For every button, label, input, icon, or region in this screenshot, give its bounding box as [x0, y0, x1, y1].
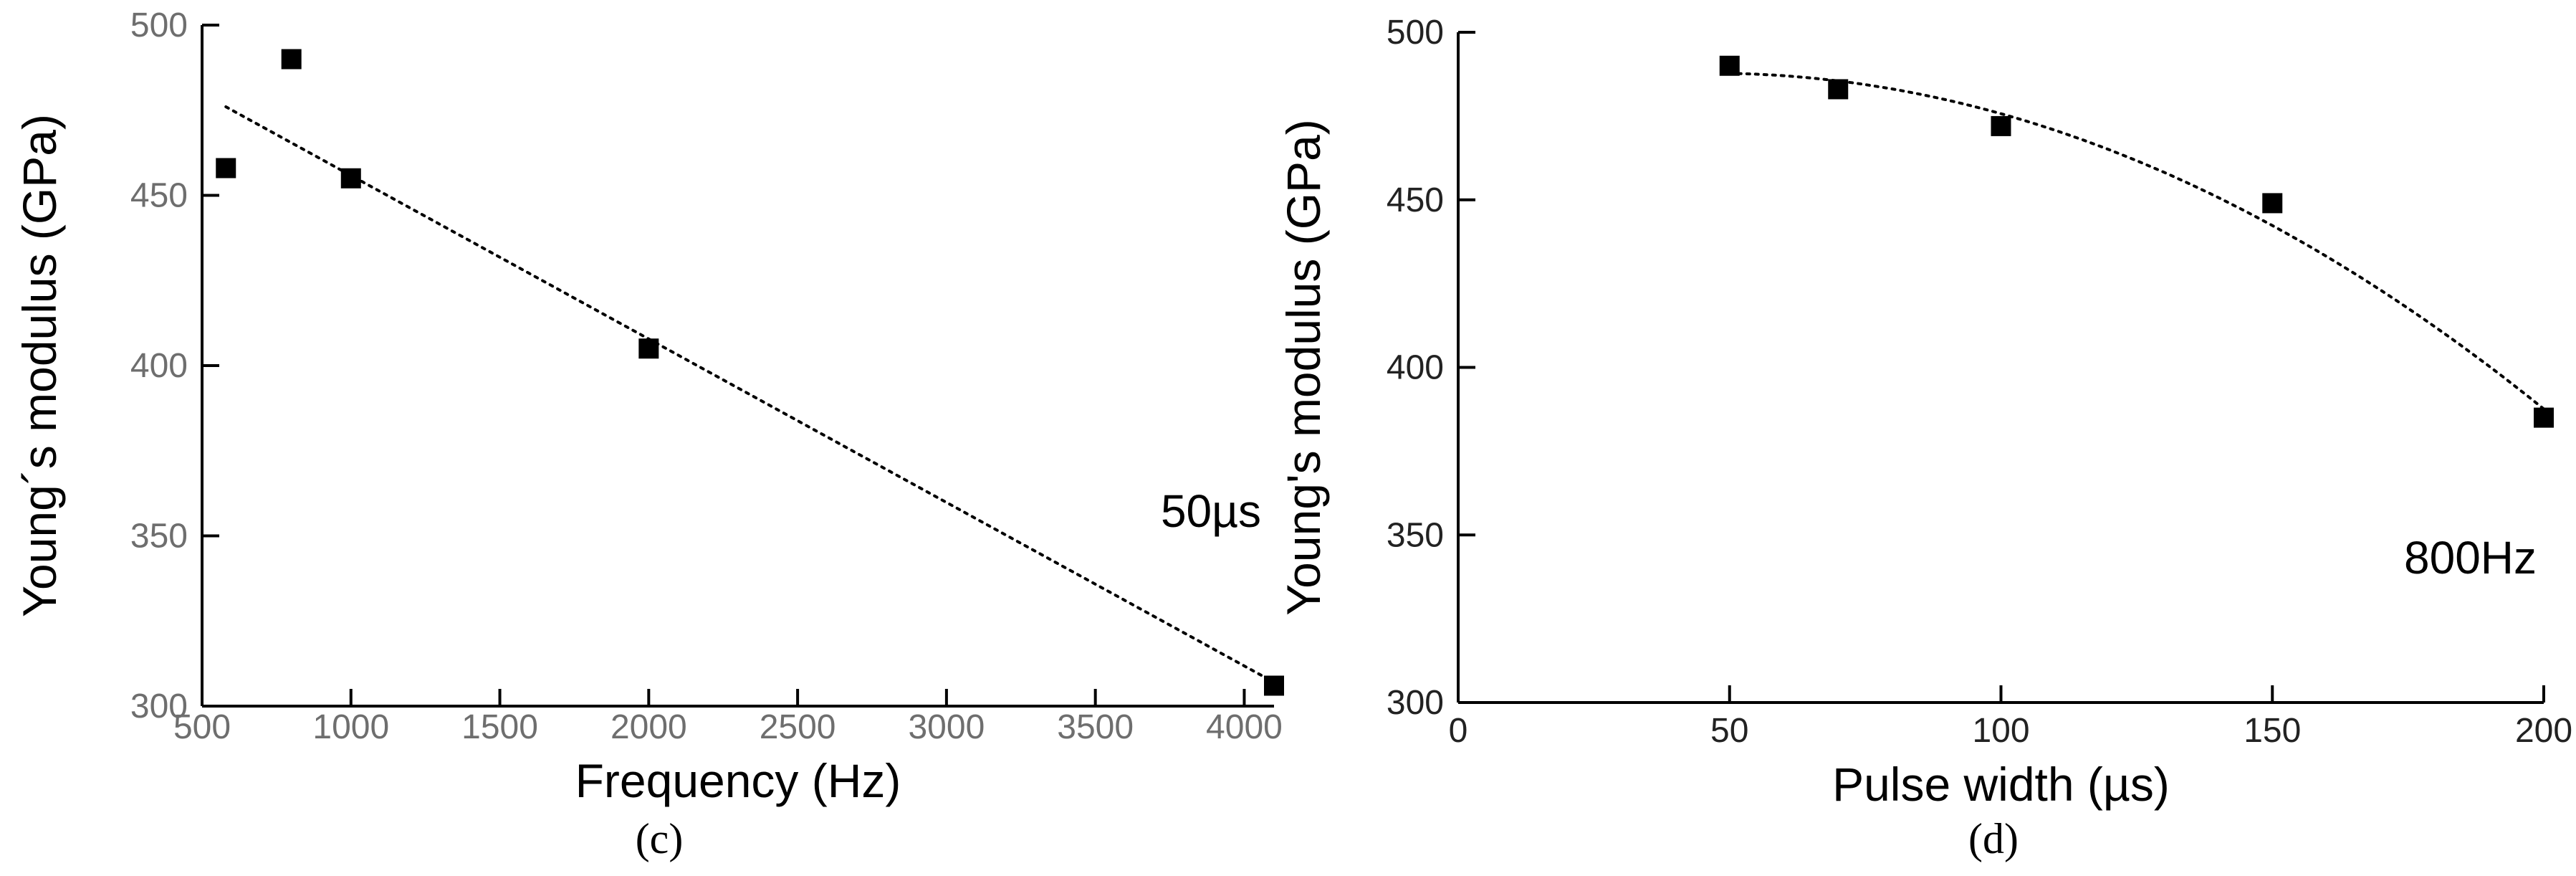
y-tick-label: 300	[130, 687, 188, 725]
chart-panel-c: 300 350 400 450 500 500 1000 1500 2000 2500 3000 35…	[13, 6, 1284, 862]
x-tick-label: 150	[2244, 712, 2301, 750]
y-tick-label: 500	[130, 6, 188, 44]
data-point	[1828, 79, 1849, 100]
y-tick-label: 450	[130, 177, 188, 215]
data-point	[2534, 407, 2554, 428]
x-tick-label: 200	[2515, 712, 2572, 750]
data-point	[1264, 675, 1284, 696]
x-tick-label: 1500	[461, 708, 538, 746]
y-tick-label: 400	[130, 347, 188, 385]
trend-line	[224, 105, 1275, 684]
chart-annotation: 800Hz	[2404, 532, 2537, 584]
x-tick-label: 500	[173, 708, 231, 746]
y-tick-label: 450	[1387, 181, 1444, 219]
trend-line	[1728, 72, 2545, 411]
data-point	[1719, 55, 1740, 76]
x-tick-label: 0	[1449, 712, 1468, 750]
y-tick-label: 350	[130, 518, 188, 556]
x-axis-label: Pulse width (µs)	[1832, 758, 2170, 811]
y-tick-label: 300	[1387, 684, 1444, 722]
chart-panel-d: 300 350 400 450 500 0 50 100 150 200 Pulse width (…	[1277, 14, 2572, 862]
data-point	[281, 49, 302, 70]
panel-label: (c)	[636, 815, 684, 862]
panel-label: (d)	[1968, 815, 2019, 862]
chart-annotation: 50µs	[1161, 485, 1261, 537]
x-tick-label: 2500	[760, 708, 836, 746]
x-tick-label: 1000	[312, 708, 389, 746]
data-point	[2262, 193, 2283, 214]
y-axis-label: Young's modulus (GPa)	[1277, 119, 1330, 616]
y-tick-label: 400	[1387, 349, 1444, 387]
y-axis-label: Young´s modulus (GPa)	[13, 114, 66, 617]
y-tick-label: 500	[1387, 14, 1444, 52]
x-tick-label: 50	[1710, 712, 1748, 750]
x-axis-label: Frequency (Hz)	[575, 754, 901, 807]
y-tick-label: 350	[1387, 516, 1444, 554]
x-tick-label: 3500	[1057, 708, 1134, 746]
x-tick-label: 100	[1972, 712, 2029, 750]
x-tick-label: 2000	[611, 708, 687, 746]
x-tick-label: 4000	[1206, 708, 1283, 746]
x-tick-label: 3000	[908, 708, 985, 746]
data-point	[1991, 115, 2011, 136]
data-point	[216, 158, 236, 178]
data-point	[340, 168, 361, 189]
data-point	[638, 338, 659, 359]
